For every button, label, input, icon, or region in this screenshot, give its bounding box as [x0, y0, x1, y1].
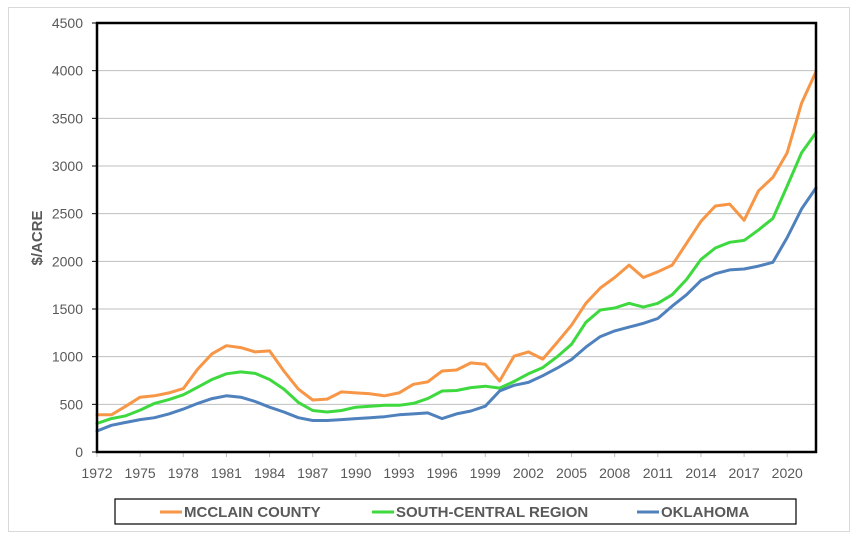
x-tick-label: 2011: [643, 465, 673, 481]
y-tick-label: 4000: [52, 63, 83, 79]
legend-label: MCCLAIN COUNTY: [184, 504, 321, 521]
x-tick-label: 2002: [513, 465, 544, 481]
axes: [95, 21, 818, 454]
x-axis-ticks: 1972 1975 1978 1981 1984 1987 1990 1993 1996 1999…: [81, 452, 803, 481]
legend-item: OKLAHOMA: [637, 504, 749, 521]
x-tick-label: 2005: [556, 465, 587, 481]
y-tick-label: 1000: [52, 349, 83, 365]
x-tick-label: 1990: [340, 465, 371, 481]
legend-item: MCCLAIN COUNTY: [160, 504, 321, 521]
x-tick-label: 2014: [685, 465, 716, 481]
series-lines: [95, 70, 818, 433]
y-tick-label: 3500: [52, 110, 83, 126]
x-tick-label: 1987: [297, 465, 328, 481]
x-tick-label: 1996: [427, 465, 458, 481]
legend-item: SOUTH-CENTRAL REGION: [372, 504, 588, 521]
x-tick-label: 2020: [772, 465, 803, 481]
x-tick-label: 1999: [470, 465, 501, 481]
x-tick-label: 1981: [211, 465, 242, 481]
y-tick-label: 4500: [52, 15, 83, 31]
series-line-south-central-region: [95, 131, 818, 425]
x-tick-label: 1993: [383, 465, 414, 481]
y-tick-label: 1500: [52, 301, 83, 317]
y-axis-ticks: 0 500 1000 1500 2000 2500 3000 3500 4000 4500: [52, 15, 97, 460]
x-tick-label: 1972: [81, 465, 112, 481]
y-tick-label: 2000: [52, 253, 83, 269]
y-tick-label: 500: [60, 396, 84, 412]
legend-label: OKLAHOMA: [661, 504, 749, 521]
legend-label: SOUTH-CENTRAL REGION: [396, 504, 588, 521]
x-tick-label: 1975: [125, 465, 156, 481]
x-tick-label: 1978: [168, 465, 199, 481]
x-tick-label: 2017: [729, 465, 760, 481]
series-line-oklahoma: [95, 186, 818, 433]
y-tick-label: 2500: [52, 206, 83, 222]
x-tick-label: 1984: [254, 465, 285, 481]
plot-area-border: [95, 21, 818, 454]
y-tick-label: 0: [75, 444, 83, 460]
x-tick-label: 2008: [599, 465, 630, 481]
chart-frame: [8, 7, 850, 532]
y-tick-label: 3000: [52, 158, 83, 174]
legend-box: [114, 498, 797, 525]
y-axis-title: $/ACRE: [29, 210, 46, 265]
series-line-mcclain-county: [95, 70, 818, 417]
legend: MCCLAIN COUNTY SOUTH-CENTRAL REGION OKLAHO…: [114, 498, 797, 525]
